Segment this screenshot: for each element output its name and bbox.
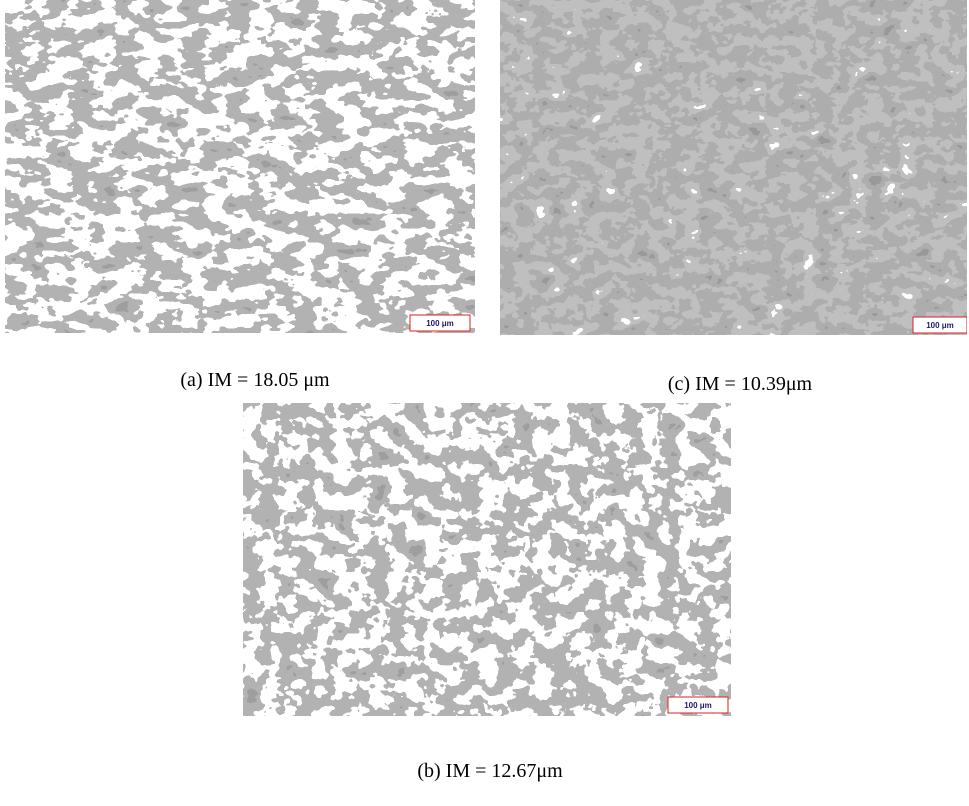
micrograph-a: 100 μm <box>5 0 475 333</box>
micrograph-image: 100 μm <box>5 0 475 333</box>
caption: (c) IM = 10.39μm <box>668 373 812 396</box>
caption: (b) IM = 12.67μm <box>417 760 562 783</box>
micrograph-b: 100 μm <box>243 403 731 716</box>
micrograph-image: 100 μm <box>243 403 731 716</box>
micrograph-c: 100 μm <box>500 0 967 335</box>
figure-page: {"panels": [ {"caption": "(a) IM = 18.05… <box>0 0 969 806</box>
texture <box>243 403 731 716</box>
scale-label: 100 μm <box>684 701 712 710</box>
scale-label: 100 μm <box>426 319 454 328</box>
caption: (a) IM = 18.05 μm <box>180 369 329 392</box>
texture <box>500 0 967 335</box>
micrograph-image: 100 μm <box>500 0 967 335</box>
scale-label: 100 μm <box>926 321 954 330</box>
texture <box>5 0 475 333</box>
